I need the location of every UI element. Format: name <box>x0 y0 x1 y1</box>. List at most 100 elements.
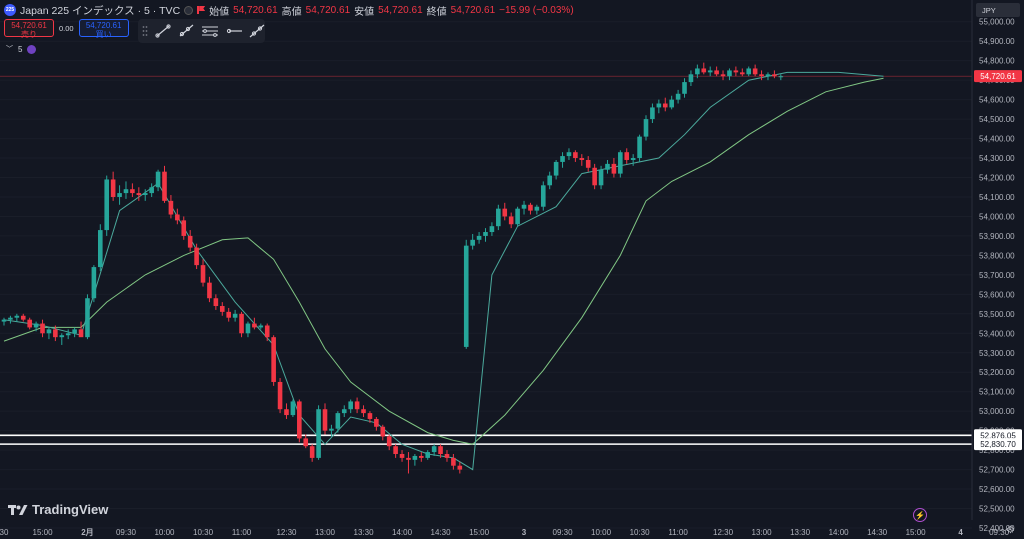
time-tick-label: 2月 <box>81 528 93 537</box>
candle <box>573 150 578 162</box>
price-axis[interactable]: 55,000.0054,900.0054,800.0054,700.0054,6… <box>971 0 1024 539</box>
candle-body <box>579 158 585 160</box>
candle <box>393 444 398 458</box>
drag-handle-icon[interactable] <box>142 24 148 38</box>
candles-layer <box>1 62 784 474</box>
candle-body <box>778 76 784 78</box>
candle-body <box>566 152 572 157</box>
candle <box>123 181 129 199</box>
candle <box>232 309 238 322</box>
candle <box>451 454 456 470</box>
candle-body <box>98 230 103 268</box>
candle-body <box>155 171 161 188</box>
horizontal-lines-layer[interactable] <box>0 75 972 445</box>
candle <box>284 403 289 419</box>
candle-body <box>476 235 482 240</box>
candle <box>27 317 32 330</box>
gear-icon[interactable]: ⚙ <box>1006 525 1015 536</box>
close-label: 終値 <box>426 6 447 18</box>
candle-body <box>27 319 32 328</box>
candle-body <box>149 187 154 194</box>
price-tick-label: 54,900.00 <box>979 37 1015 46</box>
candle-body <box>483 232 488 236</box>
candle-body <box>91 267 97 299</box>
candle-body <box>470 239 475 246</box>
tradingview-logo[interactable]: TradingView <box>8 502 108 517</box>
candle-body <box>187 235 193 248</box>
candle-body <box>207 282 212 299</box>
candle <box>547 171 552 190</box>
time-axis[interactable]: 30 15:00 2月 09:30 10:00 10:30 11:00 12:30 13:00 1… <box>0 528 1010 537</box>
candle-body <box>605 163 610 170</box>
candle-body <box>637 136 642 159</box>
candle <box>624 148 630 164</box>
candle <box>1 317 7 326</box>
trend-line-icon[interactable] <box>155 24 171 38</box>
flag-icon[interactable] <box>197 6 205 14</box>
candle <box>252 317 257 330</box>
candle-body <box>85 298 90 338</box>
candle-body <box>662 103 668 108</box>
candle <box>271 335 276 386</box>
last-price-label-bg <box>974 70 1022 83</box>
candle-body <box>65 333 71 336</box>
candle-body <box>406 457 411 460</box>
ray-icon[interactable] <box>178 24 194 38</box>
high-label: 高値 <box>281 6 302 18</box>
candle-body <box>175 214 180 221</box>
time-tick-label: 10:30 <box>193 528 214 537</box>
candle <box>656 99 662 114</box>
candle-body <box>438 446 443 455</box>
candle-body <box>123 189 129 194</box>
symbol-badge[interactable]: 225 <box>4 4 16 16</box>
hline-label[interactable]: 52,830.70 <box>980 440 1016 449</box>
time-tick-label: 14:00 <box>829 528 850 537</box>
hline-label[interactable]: 52,876.05 <box>980 431 1016 440</box>
candle <box>412 454 418 466</box>
candle <box>496 204 501 231</box>
candle <box>438 444 443 458</box>
chevron-down-icon[interactable]: ﹀ <box>6 46 13 53</box>
indicators-toggle[interactable]: ﹀ 5 <box>6 44 37 54</box>
last-price-label[interactable]: 54,720.61 <box>980 72 1016 81</box>
candle <box>59 333 65 345</box>
candle <box>245 321 251 338</box>
ma-slow-line <box>3 77 884 445</box>
time-tick-label: 10:00 <box>591 528 612 537</box>
candle-body <box>695 68 700 75</box>
sell-button[interactable]: 54,720.61 売り <box>4 19 54 39</box>
lightning-icon[interactable]: ⚡ <box>913 508 927 522</box>
low-label: 安値 <box>354 6 375 18</box>
candle <box>566 148 572 160</box>
currency-selector[interactable]: JPY <box>976 3 1020 17</box>
candle-body <box>521 204 527 209</box>
indicator-icon[interactable] <box>27 44 37 54</box>
candle-body <box>136 193 142 196</box>
buy-button[interactable]: 54,720.61 買い <box>78 19 129 39</box>
candle-body <box>682 82 687 94</box>
candle-body <box>772 74 777 77</box>
candle-body <box>585 159 591 168</box>
candle <box>682 78 687 98</box>
candle <box>354 397 360 414</box>
symbol-title[interactable]: Japan 225 インデックス · 5 · TVC <box>20 4 181 17</box>
candle <box>637 134 642 162</box>
price-tick-label: 54,300.00 <box>979 154 1015 163</box>
price-tick-label: 54,400.00 <box>979 135 1015 144</box>
time-tick-label: 12:30 <box>276 528 297 537</box>
candle-body <box>431 446 437 453</box>
time-tick-label: 09:30 <box>116 528 137 537</box>
candle-body <box>496 208 501 227</box>
candle-body <box>168 200 174 215</box>
candle <box>515 206 520 227</box>
candle <box>483 228 488 242</box>
candle-body <box>746 68 752 75</box>
parallel-lines-icon[interactable] <box>201 24 219 38</box>
time-tick-label: 14:30 <box>867 528 888 537</box>
horizontal-ray-icon[interactable] <box>226 24 242 38</box>
time-tick-label: 11:00 <box>232 528 252 537</box>
extended-line-icon[interactable] <box>249 24 265 38</box>
candle <box>264 323 270 342</box>
candle-body <box>348 401 353 410</box>
